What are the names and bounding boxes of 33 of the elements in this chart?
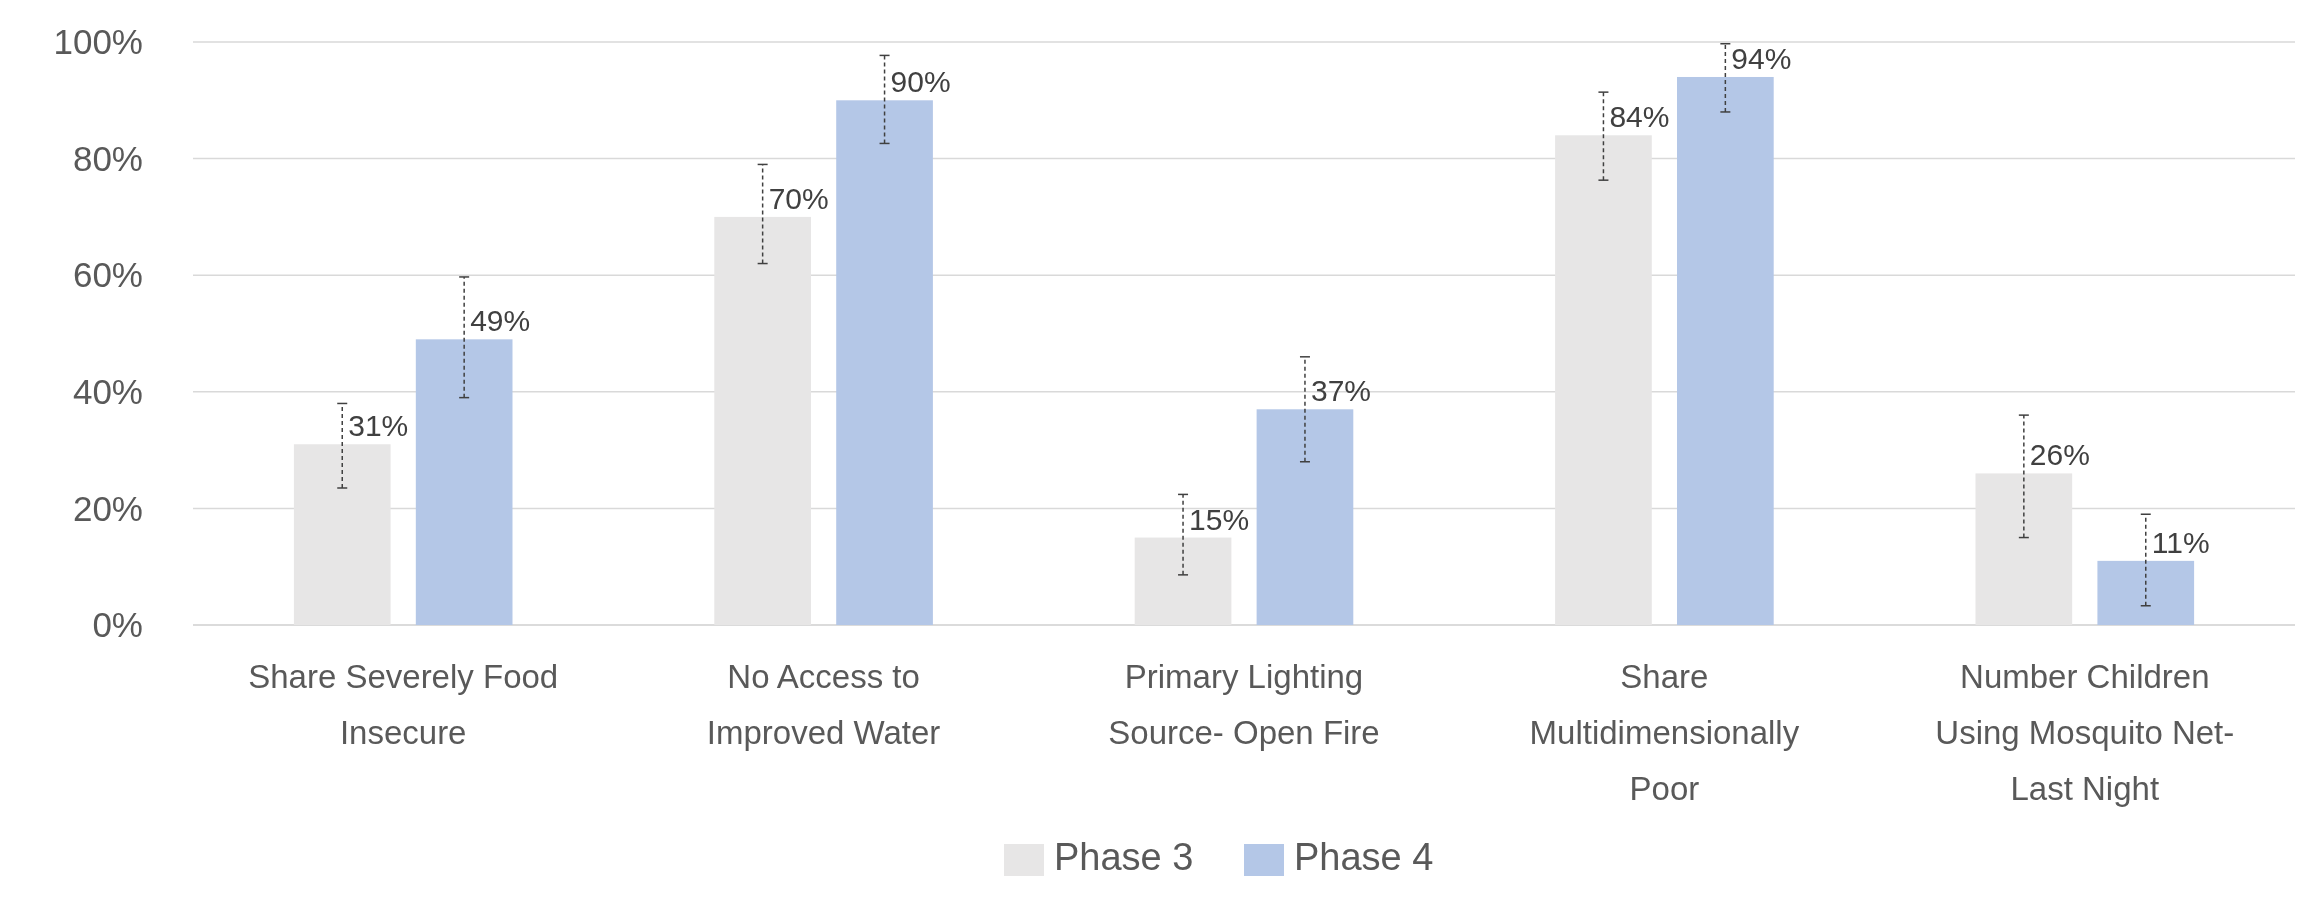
legend-label: Phase 3 <box>1054 836 1194 878</box>
legend-label: Phase 4 <box>1294 836 1434 878</box>
y-tick-label: 80% <box>72 138 143 178</box>
data-label: 26% <box>2029 438 2090 472</box>
bar <box>1256 409 1354 625</box>
y-tick-label: 60% <box>72 255 143 295</box>
x-tick-label: Number Children Using Mosquito Net-Last Night <box>1935 658 2235 807</box>
data-label: 70% <box>768 181 829 215</box>
bar <box>1677 76 1774 625</box>
y-tick-label: 100% <box>53 22 143 62</box>
y-tick-label: 0% <box>92 605 143 645</box>
x-tick-label: No Access to Improved Water <box>706 658 941 751</box>
y-tick-label: 20% <box>72 488 143 528</box>
data-label: 15% <box>1189 502 1250 536</box>
data-label: 84% <box>1609 100 1670 134</box>
x-tick-label: Share Severely Food Insecure <box>248 658 559 751</box>
data-label: 11% <box>2151 525 2210 559</box>
data-label: 31% <box>348 409 409 443</box>
bar <box>1134 537 1232 625</box>
bar <box>714 216 811 625</box>
data-label: 90% <box>890 65 951 99</box>
data-label: 49% <box>470 304 531 338</box>
bar <box>1975 473 2073 625</box>
bar <box>836 100 933 625</box>
x-tick-label: Primary Lighting Source- Open Fire <box>1108 658 1380 751</box>
y-tick-label: 40% <box>72 372 143 412</box>
data-label: 94% <box>1731 41 1792 75</box>
bar <box>1555 135 1652 625</box>
bar <box>415 339 513 625</box>
x-tick-label: Share Multidimensionally Poor <box>1529 658 1800 807</box>
data-label: 37% <box>1310 374 1371 408</box>
bar <box>293 444 391 625</box>
bar <box>2097 560 2195 625</box>
